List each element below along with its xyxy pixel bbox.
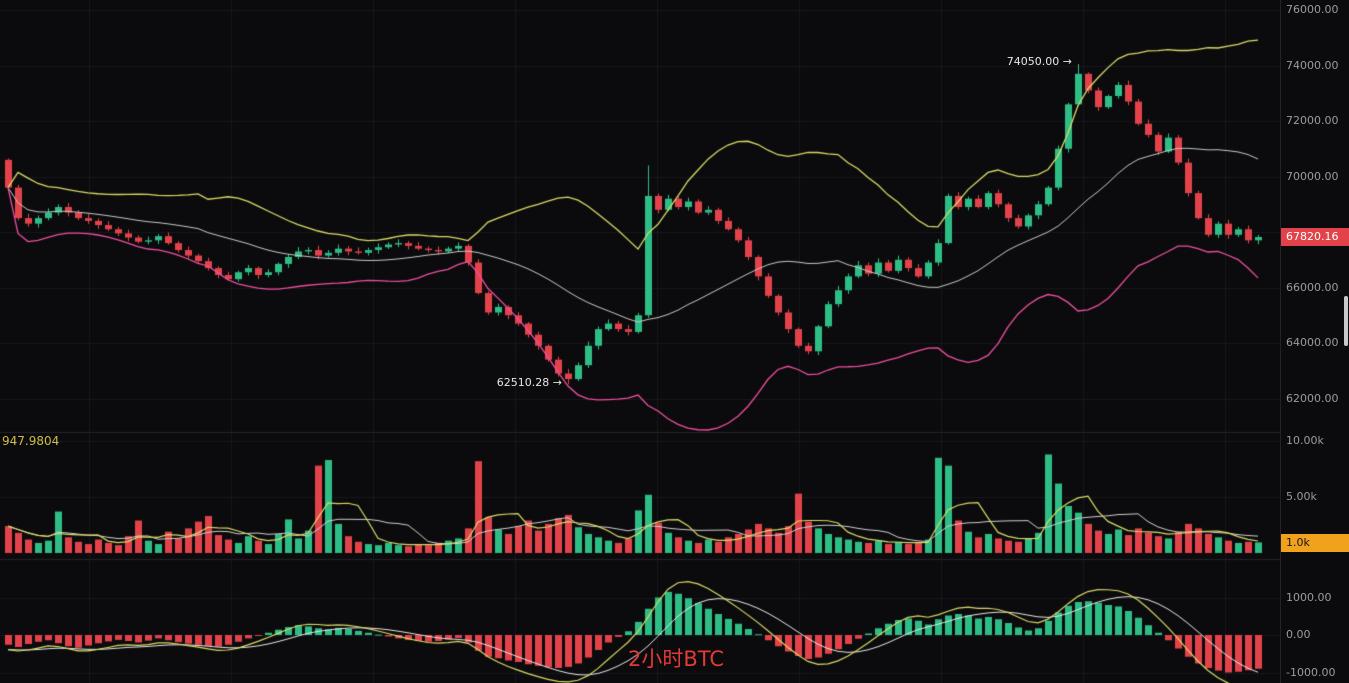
volume-readout: 947.9804 [2, 434, 60, 448]
volume-axis-tick: 10.00k [1286, 434, 1324, 447]
macd-axis-tick: -1000.00 [1286, 665, 1336, 679]
price-axis[interactable]: 67820.16 1.0k 76000.00 74000.00 72000.00 70… [1280, 0, 1349, 683]
high-price-marker-label: 74050.00 [1006, 55, 1060, 69]
chart-canvas[interactable] [0, 0, 1280, 683]
macd-axis-tick: 0.00 [1286, 628, 1311, 641]
last-volume-tag-value: 1.0k [1286, 536, 1310, 550]
high-price-marker: 74050.00 → [992, 55, 1072, 68]
macd-axis-tick: 1000.00 [1286, 590, 1332, 604]
price-axis-tick: 70000.00 [1286, 169, 1339, 183]
last-price-tag: 67820.16 [1281, 227, 1349, 246]
price-axis-tick: 66000.00 [1286, 280, 1339, 294]
low-price-marker: 62510.28 → [482, 376, 562, 389]
last-volume-tag: 1.0k [1281, 534, 1349, 553]
arrow-right-icon: → [1062, 55, 1072, 69]
low-price-marker-label: 62510.28 [496, 376, 550, 390]
last-price-tag-value: 67820.16 [1286, 229, 1339, 243]
scrollbar-thumb[interactable] [1344, 296, 1348, 346]
price-axis-tick: 72000.00 [1286, 114, 1339, 127]
volume-axis-tick: 5.00k [1286, 490, 1317, 503]
price-axis-tick: 76000.00 [1286, 3, 1339, 16]
price-axis-tick: 74000.00 [1286, 58, 1339, 72]
timeframe-symbol-label: 2小时BTC [628, 647, 725, 671]
price-axis-tick: 64000.00 [1286, 336, 1339, 349]
price-axis-tick: 62000.00 [1286, 391, 1339, 405]
arrow-right-icon: → [552, 376, 562, 390]
